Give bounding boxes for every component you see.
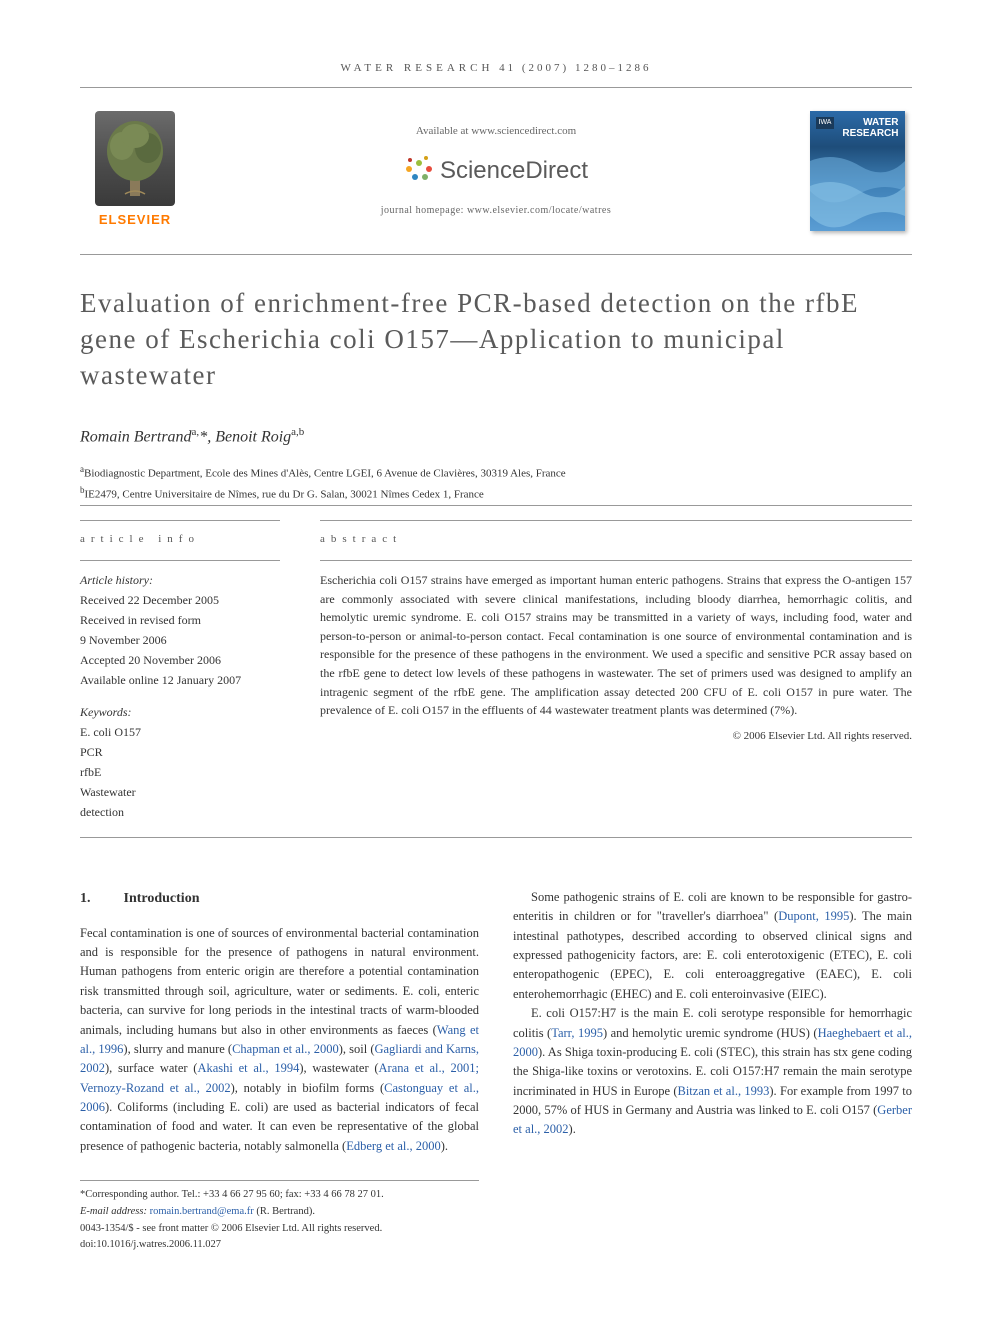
history-line-0: Received 22 December 2005 xyxy=(80,591,280,609)
keyword-0: E. coli O157 xyxy=(80,723,280,741)
journal-name: WATER RESEARCH xyxy=(341,62,494,74)
sciencedirect-text: ScienceDirect xyxy=(440,153,588,189)
history-line-4: Available online 12 January 2007 xyxy=(80,671,280,689)
history-label: Article history: xyxy=(80,571,280,589)
abstract-text: Escherichia coli O157 strains have emerg… xyxy=(320,571,912,720)
section-heading-introduction: 1. Introduction xyxy=(80,888,479,910)
elsevier-label: ELSEVIER xyxy=(99,210,171,230)
footnotes-block: *Corresponding author. Tel.: +33 4 66 27… xyxy=(80,1180,479,1253)
section-title: Introduction xyxy=(124,891,200,906)
journal-cover-thumb: IWA WATERRESEARCH xyxy=(802,106,912,236)
journal-homepage-text: journal homepage: www.elsevier.com/locat… xyxy=(210,203,782,218)
email-line: E-mail address: romain.bertrand@ema.fr (… xyxy=(80,1204,479,1220)
journal-citation: 41 (2007) 1280–1286 xyxy=(499,62,651,74)
intro-para-1: Fecal contamination is one of sources of… xyxy=(80,924,479,1157)
intro-para-2: Some pathogenic strains of E. coli are k… xyxy=(513,888,912,1004)
cite-edberg-2000[interactable]: Edberg et al., 2000 xyxy=(346,1139,441,1153)
keyword-2: rfbE xyxy=(80,763,280,781)
history-line-3: Accepted 20 November 2006 xyxy=(80,651,280,669)
running-header: WATER RESEARCH 41 (2007) 1280–1286 xyxy=(80,60,912,87)
elsevier-logo-block: ELSEVIER xyxy=(80,111,190,230)
cite-bitzan-1993[interactable]: Bitzan et al., 1993 xyxy=(678,1084,770,1098)
article-info-heading: article info xyxy=(80,521,280,561)
body-column-left: 1. Introduction Fecal contamination is o… xyxy=(80,888,479,1156)
keywords-label: Keywords: xyxy=(80,703,280,721)
cite-chapman-2000[interactable]: Chapman et al., 2000 xyxy=(232,1042,339,1056)
article-title: Evaluation of enrichment-free PCR-based … xyxy=(80,285,912,394)
abstract-heading: abstract xyxy=(320,521,912,561)
elsevier-tree-icon xyxy=(95,111,175,206)
doi-line: doi:10.1016/j.watres.2006.11.027 xyxy=(80,1237,479,1253)
issn-line: 0043-1354/$ - see front matter © 2006 El… xyxy=(80,1221,479,1237)
affiliation-0: aBiodiagnostic Department, Ecole des Min… xyxy=(80,463,912,482)
section-number: 1. xyxy=(80,888,120,910)
history-line-1: Received in revised form xyxy=(80,611,280,629)
abstract-column: abstract Escherichia coli O157 strains h… xyxy=(320,520,912,823)
cite-akashi-1994[interactable]: Akashi et al., 1994 xyxy=(197,1061,299,1075)
intro-para-3: E. coli O157:H7 is the main E. coli sero… xyxy=(513,1004,912,1140)
publisher-banner: ELSEVIER Available at www.sciencedirect.… xyxy=(80,87,912,255)
cite-dupont-1995[interactable]: Dupont, 1995 xyxy=(778,909,849,923)
body-column-right: Some pathogenic strains of E. coli are k… xyxy=(513,888,912,1156)
article-info-column: article info Article history: Received 2… xyxy=(80,520,280,823)
abstract-copyright: © 2006 Elsevier Ltd. All rights reserved… xyxy=(320,728,912,745)
author-list: Romain Bertranda,*, Benoit Roiga,b xyxy=(80,424,912,449)
sciencedirect-dots-icon xyxy=(404,156,434,186)
sciencedirect-logo: ScienceDirect xyxy=(210,153,782,189)
affiliation-1: bIE2479, Centre Universitaire de Nîmes, … xyxy=(80,484,912,503)
keyword-1: PCR xyxy=(80,743,280,761)
email-link[interactable]: romain.bertrand@ema.fr xyxy=(150,1206,254,1217)
cite-tarr-1995[interactable]: Tarr, 1995 xyxy=(551,1026,603,1040)
keyword-3: Wastewater xyxy=(80,783,280,801)
history-line-2: 9 November 2006 xyxy=(80,631,280,649)
corresponding-author: *Corresponding author. Tel.: +33 4 66 27… xyxy=(80,1187,479,1203)
keyword-4: detection xyxy=(80,803,280,821)
available-at-text: Available at www.sciencedirect.com xyxy=(210,123,782,140)
